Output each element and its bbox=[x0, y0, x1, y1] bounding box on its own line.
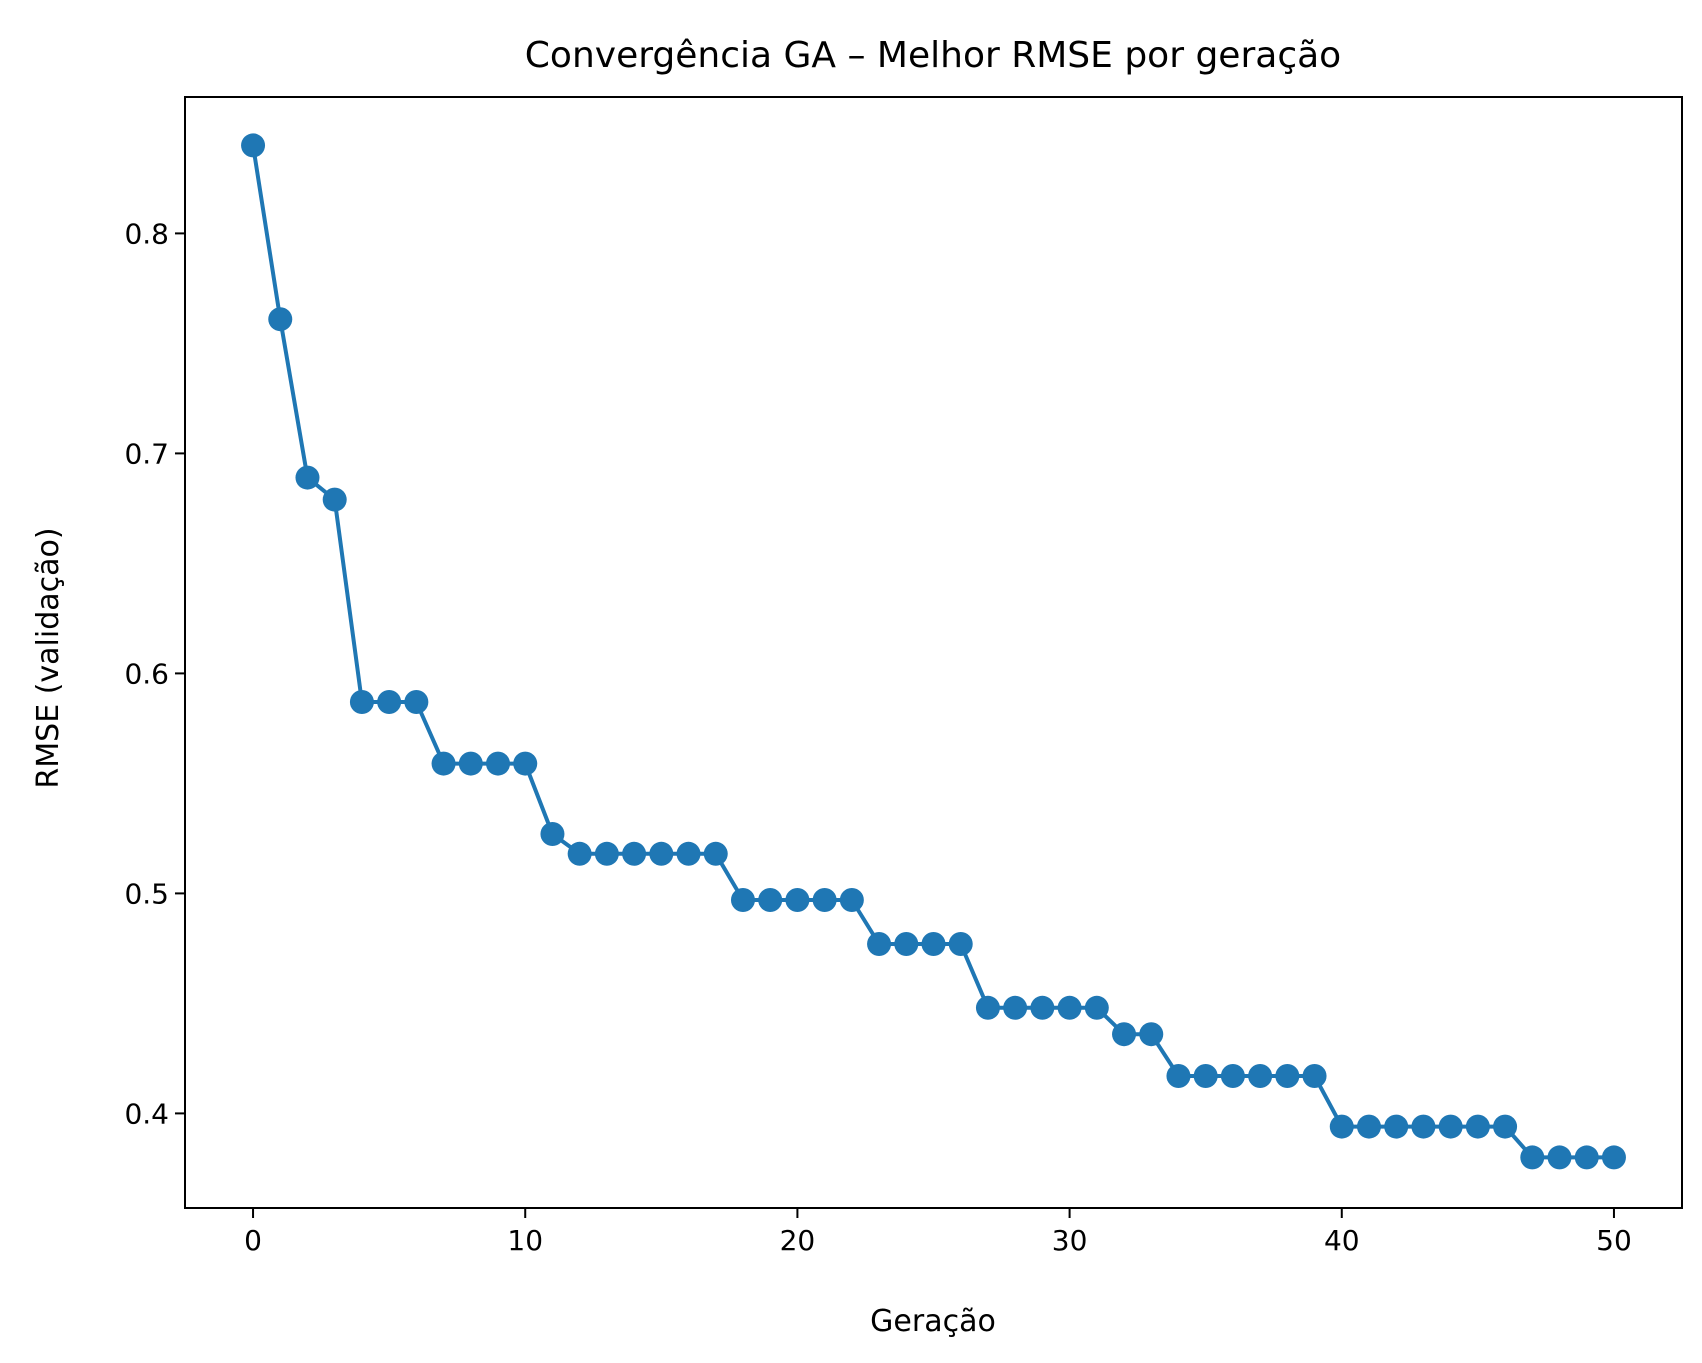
data-point bbox=[1193, 1064, 1218, 1088]
data-point bbox=[1493, 1114, 1518, 1139]
x-tick-label: 10 bbox=[507, 1224, 543, 1257]
data-point bbox=[1574, 1145, 1599, 1170]
plot-frame bbox=[184, 96, 1683, 1209]
data-point bbox=[703, 841, 728, 866]
data-point bbox=[622, 841, 647, 866]
data-point bbox=[975, 995, 1000, 1020]
data-point bbox=[730, 888, 755, 912]
data-point bbox=[295, 465, 320, 490]
data-point bbox=[839, 888, 864, 912]
data-point bbox=[1166, 1064, 1191, 1088]
data-point bbox=[1030, 995, 1055, 1020]
data-point bbox=[513, 751, 538, 776]
data-point bbox=[540, 822, 565, 846]
data-point bbox=[404, 690, 429, 714]
data-point bbox=[894, 932, 919, 956]
y-tick-label: 0.6 bbox=[124, 657, 169, 690]
data-point bbox=[486, 751, 511, 776]
data-point bbox=[1302, 1064, 1327, 1088]
axis-ticks: 0 10 20 30 40 50 0.4 0.5 0.6 0.7 0.8 bbox=[124, 217, 1631, 1257]
data-point bbox=[322, 487, 347, 512]
y-tick-label: 0.5 bbox=[124, 877, 169, 910]
series-line bbox=[251, 145, 1614, 1160]
data-point bbox=[1275, 1064, 1300, 1088]
data-point bbox=[1547, 1145, 1572, 1170]
data-point bbox=[1438, 1114, 1463, 1139]
data-point bbox=[948, 932, 973, 956]
data-point bbox=[1384, 1114, 1409, 1139]
data-point bbox=[1329, 1114, 1354, 1139]
data-point bbox=[921, 932, 946, 956]
data-point bbox=[377, 690, 402, 714]
x-axis-label: Geração bbox=[870, 1304, 996, 1339]
data-point bbox=[1601, 1145, 1626, 1170]
data-point bbox=[812, 888, 837, 912]
data-point bbox=[1057, 995, 1082, 1020]
chart-title: Convergência GA – Melhor RMSE por geraçã… bbox=[525, 35, 1341, 76]
data-point bbox=[758, 888, 783, 912]
y-tick-label: 0.4 bbox=[124, 1097, 169, 1130]
data-point bbox=[1220, 1064, 1245, 1088]
x-tick-label: 20 bbox=[780, 1224, 816, 1257]
data-point bbox=[268, 307, 293, 332]
data-point bbox=[1139, 1022, 1164, 1047]
data-point bbox=[676, 841, 701, 866]
data-point bbox=[1411, 1114, 1436, 1139]
y-tick-label: 0.8 bbox=[124, 217, 169, 250]
data-point bbox=[649, 841, 674, 866]
data-point bbox=[1356, 1114, 1381, 1139]
data-point bbox=[867, 932, 892, 956]
data-point bbox=[567, 841, 592, 866]
x-tick-label: 50 bbox=[1596, 1224, 1632, 1257]
data-point bbox=[1248, 1064, 1273, 1088]
data-point bbox=[1520, 1145, 1545, 1170]
data-point bbox=[1112, 1022, 1137, 1047]
data-point bbox=[594, 841, 619, 866]
data-point bbox=[349, 690, 374, 714]
data-point bbox=[431, 751, 456, 776]
data-point bbox=[1465, 1114, 1490, 1139]
x-tick-label: 40 bbox=[1324, 1224, 1360, 1257]
data-point bbox=[785, 888, 810, 912]
series-group bbox=[241, 133, 1626, 1170]
data-point bbox=[1003, 995, 1028, 1020]
data-point bbox=[458, 751, 483, 776]
data-point bbox=[1084, 995, 1109, 1020]
y-axis-label: RMSE (validação) bbox=[31, 527, 66, 788]
x-tick-label: 30 bbox=[1052, 1224, 1088, 1257]
data-point bbox=[241, 133, 266, 158]
y-tick-label: 0.7 bbox=[124, 437, 169, 470]
x-tick-label: 0 bbox=[244, 1224, 262, 1257]
